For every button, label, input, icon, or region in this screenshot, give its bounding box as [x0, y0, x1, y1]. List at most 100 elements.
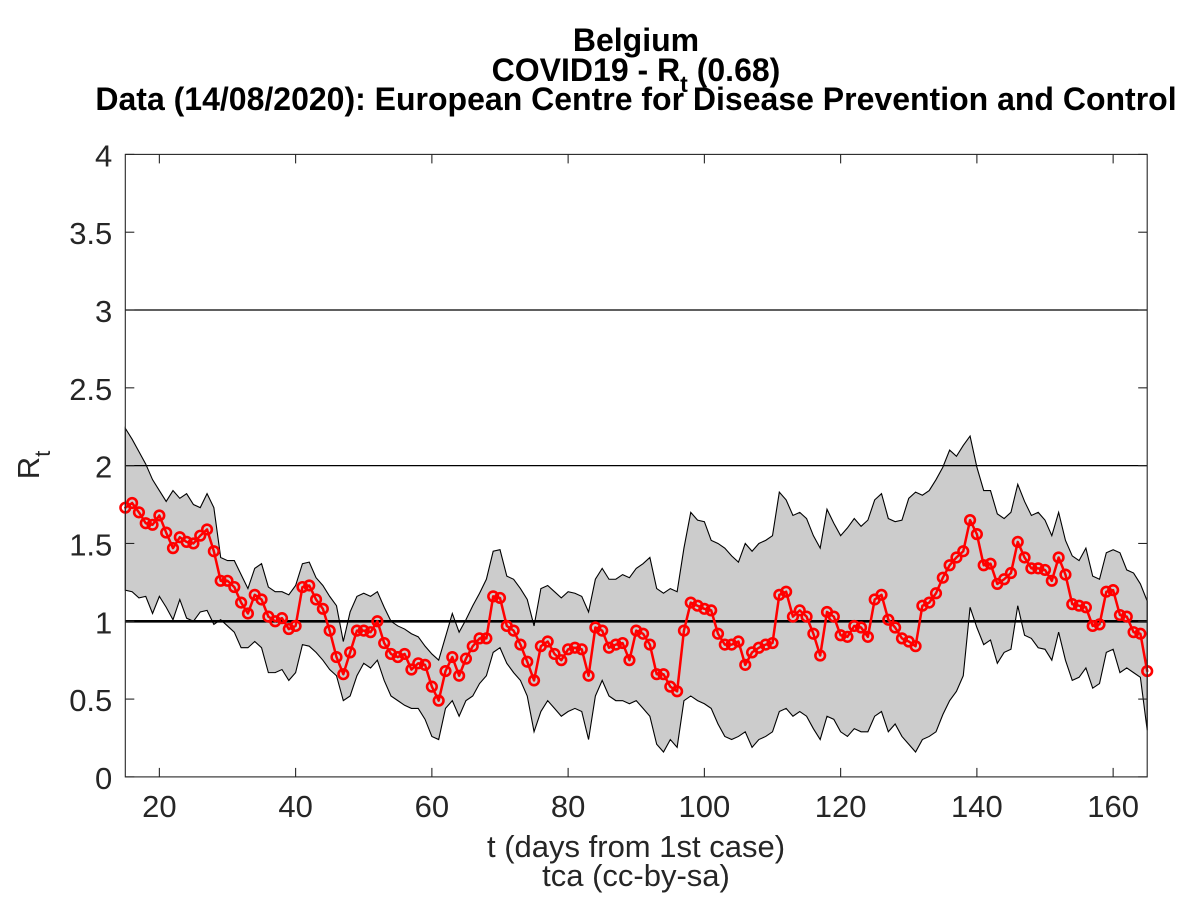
rt-marker — [562, 643, 575, 656]
rt-marker — [316, 602, 329, 615]
chart-title-country: Belgium — [572, 22, 700, 58]
credit-line: tca (cc-by-sa) — [542, 858, 730, 893]
rt-marker — [309, 593, 323, 606]
rt-marker — [643, 638, 656, 651]
rt-marker — [1107, 584, 1120, 597]
rt-marker — [194, 529, 207, 542]
rt-marker — [936, 571, 949, 584]
y-tick-label: 2.5 — [69, 372, 112, 407]
rt-marker — [609, 638, 622, 651]
chart-title-source: Data (14/08/2020): European Centre for D… — [95, 81, 1177, 117]
rt-marker — [289, 619, 302, 633]
rt-marker — [1072, 599, 1086, 612]
rt-marker — [671, 685, 684, 698]
y-tick-label: 2 — [95, 450, 112, 485]
rt-marker — [126, 496, 139, 510]
rt-marker — [759, 638, 772, 651]
rt-marker — [1025, 562, 1038, 575]
rt-marker — [984, 557, 997, 570]
rt-marker — [405, 663, 418, 676]
rt-marker — [909, 640, 922, 653]
rt-marker — [378, 636, 391, 650]
rt-line — [124, 501, 1149, 702]
chart-title-block: Belgium COVID19 - Rt (0.68) Data (14/08/… — [0, 22, 1200, 117]
confidence-band — [124, 426, 1148, 753]
rt-marker — [1100, 585, 1113, 598]
title-rt-sub: t — [680, 71, 688, 98]
rt-marker — [889, 621, 902, 634]
rt-marker — [636, 627, 650, 640]
rt-marker — [439, 664, 452, 678]
x-tick-label: 60 — [415, 789, 449, 824]
rt-marker — [814, 649, 827, 662]
rt-marker — [323, 624, 336, 637]
rt-marker — [337, 668, 350, 681]
rt-marker — [344, 646, 357, 659]
rt-marker — [412, 657, 425, 670]
rt-marker — [963, 514, 977, 527]
rt-marker — [160, 526, 173, 539]
rt-marker — [568, 641, 582, 654]
y-tick-label: 0 — [95, 761, 112, 796]
rt-marker — [1066, 598, 1079, 611]
rt-marker — [793, 604, 806, 617]
rt-marker — [718, 638, 731, 651]
rt-marker — [1038, 563, 1052, 577]
rt-marker — [977, 559, 990, 572]
rt-marker — [575, 643, 588, 656]
rt-marker — [139, 517, 152, 530]
rt-marker — [657, 668, 670, 681]
rt-marker — [841, 630, 854, 643]
rt-marker — [998, 573, 1011, 586]
rt-marker — [330, 650, 343, 664]
rt-marker — [929, 587, 943, 600]
rt-marker — [1093, 618, 1106, 631]
x-axis-label: t (days from 1st case) — [486, 829, 786, 864]
rt-marker — [1113, 608, 1127, 622]
rt-marker — [241, 607, 255, 620]
y-tick-label: 3 — [95, 294, 112, 329]
rt-marker — [1120, 610, 1133, 623]
rt-marker — [766, 636, 779, 650]
title-rt-prefix: COVID19 - R — [491, 51, 681, 88]
y-tick-label: 1 — [95, 605, 112, 640]
rt-marker — [848, 619, 861, 633]
rt-marker — [582, 669, 595, 682]
rt-marker — [487, 590, 500, 603]
rt-marker — [827, 610, 840, 623]
title-rt-suffix: (0.68) — [687, 51, 781, 88]
rt-marker — [514, 638, 527, 651]
rt-marker — [923, 596, 936, 609]
rt-marker — [807, 627, 820, 640]
rt-marker — [1052, 551, 1065, 564]
rt-marker — [541, 635, 554, 648]
rt-marker — [446, 650, 459, 664]
rt-marker — [705, 604, 718, 617]
rt-marker — [1127, 626, 1140, 639]
rt-marker — [296, 580, 309, 594]
rt-marker — [200, 523, 214, 536]
rt-marker — [650, 668, 663, 681]
rt-marker — [1032, 562, 1045, 575]
rt-marker — [473, 632, 486, 645]
rt-marker — [207, 545, 220, 558]
rt-marker — [1018, 551, 1031, 564]
x-tick-label: 120 — [815, 789, 867, 824]
rt-marker — [187, 537, 200, 550]
rt-marker — [970, 528, 983, 541]
x-tick-label: 160 — [1087, 789, 1139, 824]
rt-marker — [834, 629, 847, 642]
rt-marker — [711, 627, 725, 640]
x-tick-label: 100 — [679, 789, 731, 824]
y-tick-label: 0.5 — [69, 683, 112, 718]
rt-marker — [214, 574, 227, 587]
rt-marker — [875, 588, 888, 601]
rt-marker — [459, 652, 473, 665]
rt-marker — [950, 551, 963, 564]
y-tick-label: 4 — [95, 138, 112, 173]
rt-marker — [398, 647, 411, 661]
rt-marker — [453, 669, 466, 682]
rt-marker — [596, 624, 609, 637]
rt-marker — [800, 610, 813, 623]
